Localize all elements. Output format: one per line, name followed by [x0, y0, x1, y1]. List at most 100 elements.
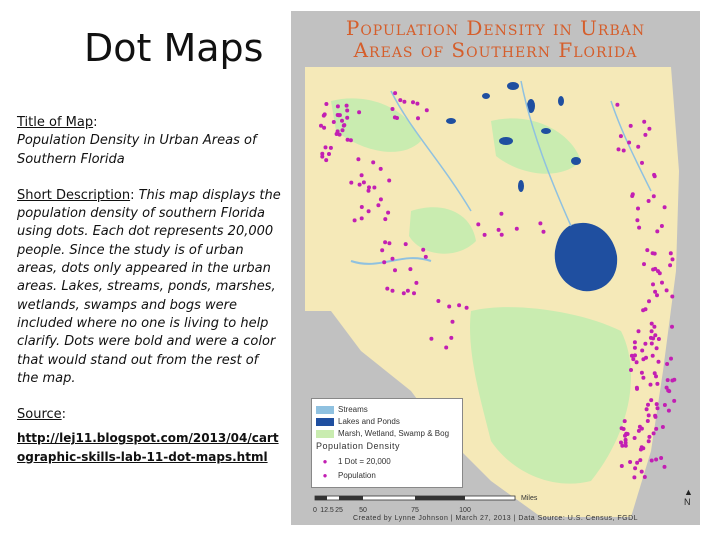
population-dot	[401, 291, 406, 296]
population-dot	[322, 125, 327, 130]
population-dot	[342, 123, 347, 128]
population-dot	[659, 224, 664, 228]
population-dot	[390, 107, 395, 111]
population-dot	[514, 226, 519, 231]
map-title-line-2: Areas of Southern Florida	[353, 38, 638, 62]
population-dot	[634, 385, 639, 390]
population-dot	[650, 353, 655, 358]
population-dot	[386, 210, 391, 215]
population-dot	[655, 293, 659, 298]
population-dot	[424, 108, 429, 113]
population-dot	[655, 406, 660, 411]
lake	[527, 99, 535, 113]
short-description-colon: :	[130, 187, 135, 203]
lake	[499, 137, 513, 145]
population-dot	[648, 382, 653, 387]
population-dot	[345, 115, 350, 120]
population-dot	[423, 254, 428, 259]
population-dot	[359, 173, 364, 178]
population-dot	[640, 348, 645, 353]
population-dot	[649, 398, 654, 403]
population-dot	[623, 440, 628, 445]
population-dot	[642, 262, 646, 267]
population-dot	[382, 260, 387, 265]
population-dot	[654, 457, 659, 462]
population-dot	[659, 456, 664, 460]
population-dot	[414, 280, 419, 285]
legend-streams-label: Streams	[338, 405, 368, 414]
population-dot	[371, 160, 376, 165]
population-dot	[621, 148, 626, 153]
source-label: Source	[17, 407, 62, 423]
population-dot	[638, 447, 643, 452]
population-dot	[390, 288, 395, 293]
source-block: Source: http://lej11.blogspot.com/2013/0…	[17, 406, 283, 467]
population-dot	[372, 185, 377, 190]
population-dot	[639, 469, 644, 474]
population-dot	[476, 222, 481, 227]
slide-title: Dot Maps	[84, 26, 264, 70]
population-dot	[367, 185, 371, 190]
population-dot	[632, 345, 637, 350]
population-dot	[647, 299, 651, 304]
short-description-text: This map displays the population density…	[17, 187, 281, 386]
population-dot	[323, 145, 328, 150]
florida-map: Population Density in Urban Areas of Sou…	[291, 11, 700, 525]
population-dot	[357, 110, 362, 115]
population-dot	[641, 375, 646, 380]
population-dot-symbol: ●	[322, 471, 328, 480]
lake	[518, 180, 524, 192]
population-dot	[654, 426, 659, 431]
population-dot	[649, 341, 654, 346]
population-dot	[541, 229, 546, 234]
population-dot	[651, 282, 655, 287]
population-dot	[644, 407, 649, 412]
population-dot	[320, 154, 325, 159]
population-dot	[643, 132, 648, 137]
legend-population-label: Population	[338, 471, 376, 480]
population-dot	[669, 356, 673, 361]
population-dot	[652, 324, 657, 329]
population-dot	[449, 335, 454, 340]
population-dot	[380, 248, 385, 253]
atlantic-water	[631, 67, 688, 517]
population-dot	[636, 144, 641, 149]
map-legend: Streams Lakes and Ponds Marsh, Wetland, …	[311, 398, 463, 488]
population-dot	[615, 102, 620, 107]
population-dot	[636, 206, 640, 211]
marsh-central	[491, 118, 581, 174]
population-dot	[620, 443, 625, 448]
north-arrow: ▲ N	[684, 487, 693, 507]
population-dot	[320, 151, 325, 156]
everglades-marsh	[470, 307, 631, 484]
population-dot	[387, 241, 392, 246]
scale-tick-label: 25	[335, 507, 343, 514]
population-dot	[383, 217, 388, 222]
population-dot	[670, 324, 674, 329]
population-dot	[619, 464, 624, 468]
population-dot	[662, 205, 667, 210]
population-dot	[631, 357, 636, 362]
population-dot	[651, 431, 656, 436]
population-dot	[429, 336, 434, 341]
legend-dot-value-label: 1 Dot = 20,000	[338, 457, 391, 466]
description-panel: Title of Map: Population Density in Urba…	[17, 114, 283, 467]
population-dot	[645, 419, 650, 423]
population-dot	[352, 218, 357, 223]
population-dot	[653, 333, 658, 338]
streams-swatch	[316, 405, 334, 414]
population-dot	[322, 112, 327, 117]
scale-tick-label: 0	[313, 507, 317, 514]
population-dot	[646, 402, 650, 407]
marsh-west	[409, 207, 476, 254]
lakes-swatch	[316, 417, 334, 426]
scale-tick-label: 75	[411, 507, 419, 514]
population-dot	[636, 428, 641, 433]
source-link[interactable]: http://lej11.blogspot.com/2013/04/cartog…	[17, 431, 279, 464]
population-dot	[324, 158, 329, 163]
population-dot	[436, 299, 441, 303]
population-dot	[654, 374, 658, 379]
population-dot	[366, 209, 371, 214]
stream-kissimmee	[520, 80, 572, 227]
map-title-block: Title of Map: Population Density in Urba…	[17, 114, 283, 169]
